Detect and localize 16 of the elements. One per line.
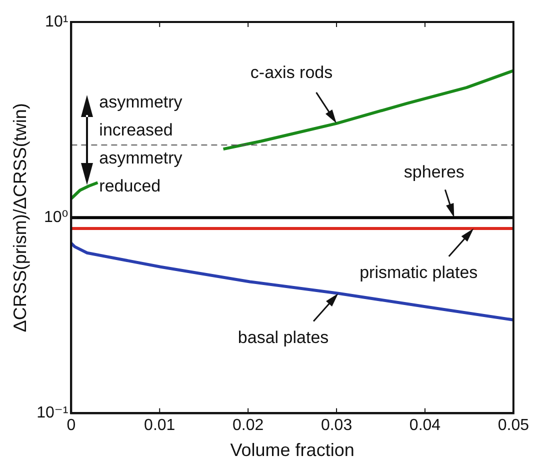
x-tick-label: 0.04: [409, 417, 441, 434]
y-tick-label: 10¹: [45, 13, 68, 30]
y-tick-label: 10⁰: [44, 209, 68, 226]
annotation: asymmetry reduced: [99, 148, 183, 196]
x-tick-label: 0.05: [498, 417, 530, 434]
annotation: c-axis rods: [250, 63, 333, 82]
annotation: spheres: [404, 162, 464, 182]
x-tick-label: 0: [66, 417, 76, 434]
x-axis-title: Volume fraction: [230, 440, 354, 460]
y-axis-title: ΔCRSS(prism)/ΔCRSS(twin): [10, 103, 30, 332]
annotation: basal plates: [238, 328, 329, 348]
x-tick-label: 0.03: [320, 417, 352, 434]
annotation: prismatic plates: [360, 263, 478, 282]
x-tick-label: 0.02: [232, 417, 264, 434]
y-tick-label: 10⁻¹: [36, 404, 68, 422]
x-tick-label: 0.01: [144, 417, 176, 434]
